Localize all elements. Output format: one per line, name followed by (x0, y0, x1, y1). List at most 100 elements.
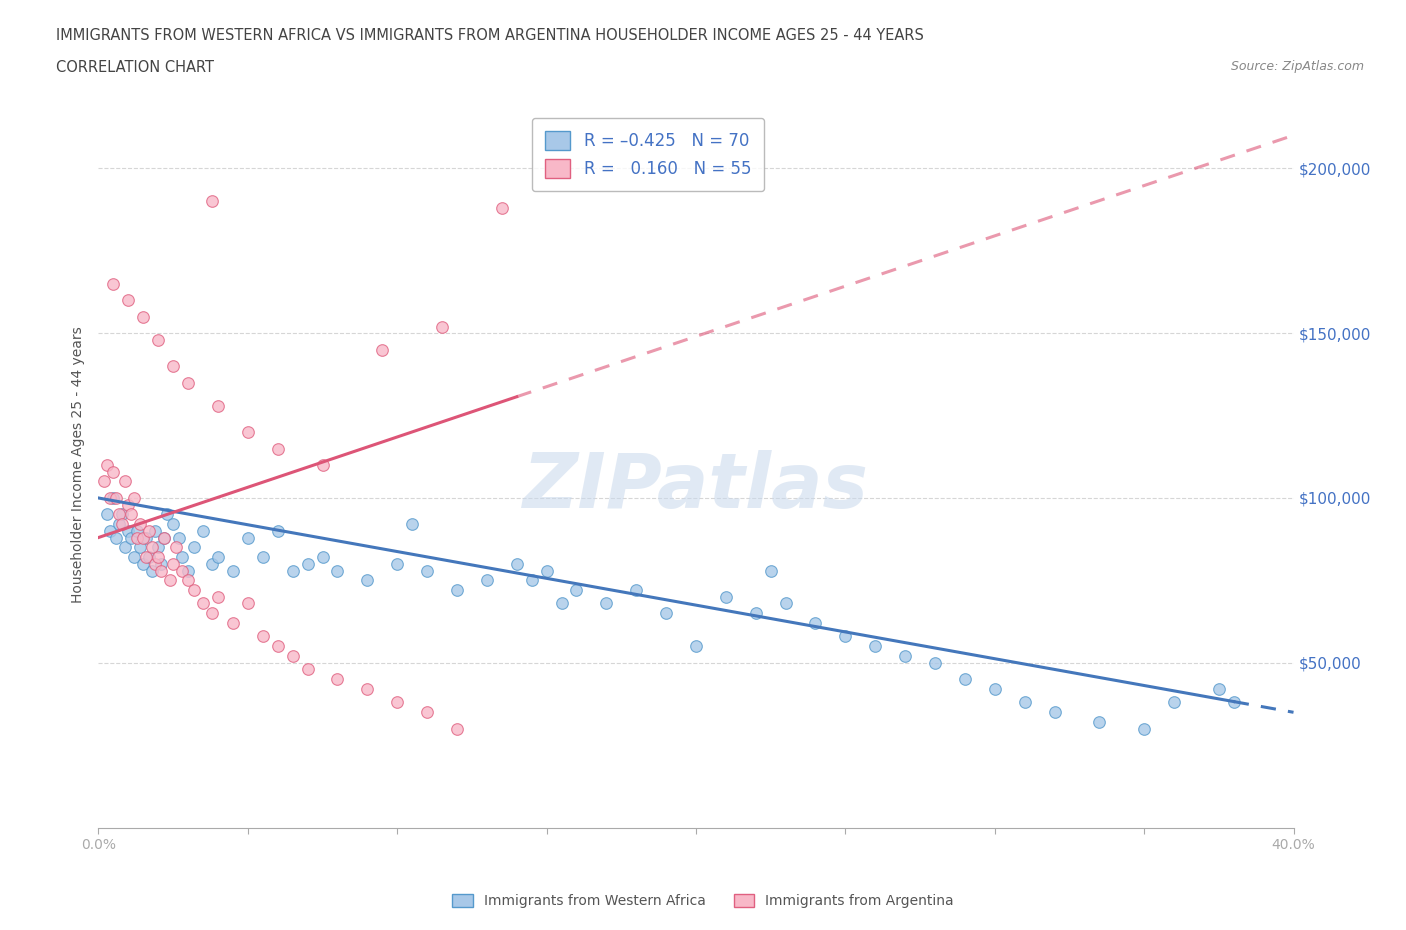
Point (1163, 695, 1185, 710)
Point (129, 517, 152, 532)
Point (759, 563, 782, 578)
Point (105, 490, 128, 505)
Point (148, 540, 170, 555)
Point (207, 550, 229, 565)
Point (103, 464, 125, 479)
Point (105, 530, 128, 545)
Y-axis label: Householder Income Ages 25 - 44 years: Householder Income Ages 25 - 44 years (70, 326, 84, 604)
Point (297, 662, 319, 677)
Text: IMMIGRANTS FROM WESTERN AFRICA VS IMMIGRANTS FROM ARGENTINA HOUSEHOLDER INCOME A: IMMIGRANTS FROM WESTERN AFRICA VS IMMIGR… (56, 28, 924, 43)
Point (385, 556, 409, 571)
Point (297, 556, 319, 571)
Point (401, 517, 423, 532)
Point (108, 507, 131, 522)
Legend: Immigrants from Western Africa, Immigrants from Argentina: Immigrants from Western Africa, Immigran… (446, 889, 960, 914)
Point (924, 656, 946, 671)
Point (222, 563, 245, 578)
Point (93, 474, 115, 489)
Point (550, 596, 572, 611)
Point (236, 530, 259, 545)
Point (236, 596, 259, 611)
Point (1222, 695, 1246, 710)
Point (114, 540, 136, 555)
Text: ZIPatlas: ZIPatlas (523, 450, 869, 524)
Point (894, 649, 917, 664)
Point (685, 639, 707, 654)
Point (117, 498, 139, 512)
Point (1014, 695, 1036, 710)
Point (624, 583, 647, 598)
Point (162, 556, 184, 571)
Point (124, 550, 146, 565)
Point (714, 590, 737, 604)
Point (108, 517, 131, 532)
Point (385, 695, 409, 710)
Point (1088, 715, 1111, 730)
Point (222, 616, 245, 631)
Point (655, 606, 678, 621)
Point (506, 556, 529, 571)
Point (132, 309, 155, 324)
Point (267, 441, 290, 456)
Point (446, 722, 468, 737)
Point (165, 540, 187, 555)
Point (162, 517, 184, 532)
Point (177, 375, 200, 390)
Point (98, 524, 122, 538)
Point (356, 573, 378, 588)
Point (96, 458, 118, 472)
Point (416, 563, 439, 578)
Point (191, 596, 214, 611)
Point (172, 550, 194, 565)
Point (491, 200, 513, 215)
Point (953, 671, 976, 686)
Point (167, 530, 190, 545)
Point (138, 550, 160, 565)
Point (98, 490, 122, 505)
Point (191, 524, 214, 538)
Point (132, 556, 155, 571)
Point (103, 490, 125, 505)
Point (159, 573, 181, 588)
Point (162, 359, 184, 374)
Point (804, 616, 827, 631)
Point (138, 524, 160, 538)
Point (141, 563, 163, 578)
Point (281, 563, 304, 578)
Point (416, 705, 439, 720)
Point (127, 524, 149, 538)
Point (150, 563, 173, 578)
Point (96, 507, 118, 522)
Point (153, 530, 176, 545)
Point (430, 319, 453, 334)
Point (111, 517, 134, 532)
Point (1133, 722, 1156, 737)
Point (595, 596, 617, 611)
Point (520, 573, 543, 588)
Point (117, 293, 139, 308)
Text: CORRELATION CHART: CORRELATION CHART (56, 60, 214, 75)
Point (120, 530, 142, 545)
Point (281, 649, 304, 664)
Point (267, 639, 290, 654)
Point (129, 540, 152, 555)
Point (201, 606, 224, 621)
Point (326, 563, 349, 578)
Legend: R = –0.425   N = 70, R =   0.160   N = 55: R = –0.425 N = 70, R = 0.160 N = 55 (531, 118, 765, 192)
Point (371, 342, 394, 357)
Point (252, 629, 274, 644)
Point (745, 606, 768, 621)
Point (143, 556, 166, 571)
Point (446, 583, 468, 598)
Point (183, 540, 205, 555)
Point (148, 550, 170, 565)
Point (201, 556, 224, 571)
Point (207, 398, 229, 413)
Point (177, 573, 200, 588)
Point (983, 682, 1005, 697)
Point (172, 563, 194, 578)
Point (326, 671, 349, 686)
Point (135, 530, 157, 545)
Point (207, 590, 229, 604)
Point (103, 276, 125, 291)
